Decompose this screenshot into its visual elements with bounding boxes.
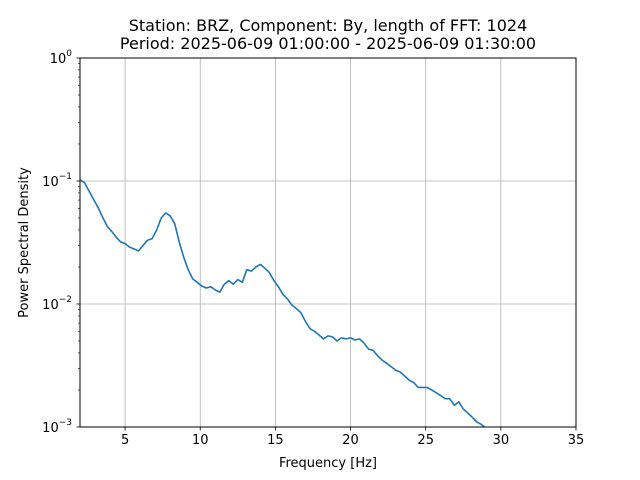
y-tick-exponent: 0	[66, 49, 72, 59]
chart-title: Station: BRZ, Component: By, length of F…	[129, 16, 528, 35]
y-axis-label: Power Spectral Density	[17, 167, 32, 318]
y-tick-base: 10	[42, 421, 59, 436]
chart-subtitle: Period: 2025-06-09 01:00:00 - 2025-06-09…	[120, 34, 536, 53]
x-tick-label: 25	[417, 433, 434, 448]
y-tick-base: 10	[42, 175, 59, 190]
y-tick-exponent: −2	[59, 295, 72, 305]
y-tick-base: 10	[42, 298, 59, 313]
x-axis-label: Frequency [Hz]	[279, 456, 377, 471]
y-tick-label: 10−2	[42, 295, 72, 313]
y-tick-exponent: −1	[59, 172, 72, 182]
series-layer	[80, 179, 486, 427]
y-tick-label: 100	[50, 49, 73, 67]
series-line	[80, 179, 486, 427]
plot-frame	[79, 57, 577, 428]
x-tick-label: 30	[493, 433, 510, 448]
y-tick-label: 10−3	[42, 418, 72, 436]
x-tick-label: 20	[342, 433, 359, 448]
x-tick-label: 35	[568, 433, 585, 448]
x-tick-label: 10	[192, 433, 209, 448]
y-tick-exponent: −3	[59, 418, 72, 428]
x-tick-label: 15	[267, 433, 284, 448]
y-tick-base: 10	[50, 52, 67, 67]
x-tick-label: 5	[121, 433, 129, 448]
y-tick-label: 10−1	[42, 172, 72, 190]
